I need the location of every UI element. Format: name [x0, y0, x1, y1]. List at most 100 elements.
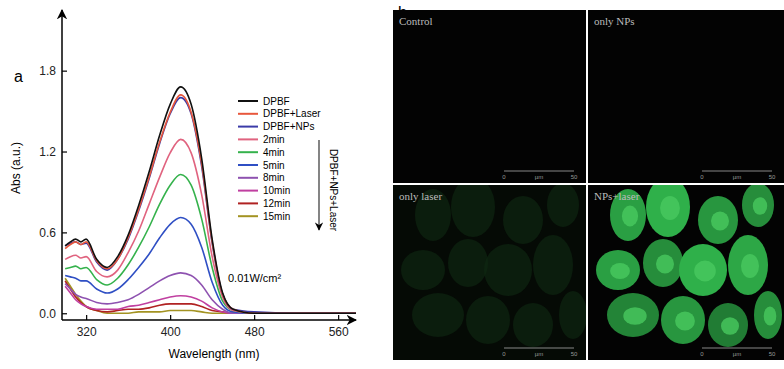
- y-axis-line: [61, 10, 63, 320]
- cell-nucleus: [610, 263, 630, 279]
- cell-nucleus: [753, 197, 767, 215]
- scale-bar-label: 50: [769, 174, 776, 180]
- cell: [607, 293, 659, 337]
- x-tick-label: 320: [77, 325, 97, 339]
- legend-swatch: [238, 100, 258, 102]
- cell: [484, 244, 532, 296]
- legend-label: 12min: [263, 198, 290, 209]
- y-tick: 0.6: [39, 226, 67, 240]
- cell: [451, 185, 495, 237]
- legend: DPBFDPBF+LaserDPBF+NPs2min4min5min8min10…: [238, 96, 321, 222]
- annotation: DPBF+NPs+Laser: [328, 149, 339, 232]
- y-tick: 1.2: [39, 145, 67, 159]
- cells: [596, 185, 782, 347]
- y-tick-label: 0.6: [39, 226, 56, 240]
- y-axis: 0.0 0.6 1.2 1.8: [39, 10, 67, 321]
- y-axis-title: Abs (a.u.): [9, 142, 23, 194]
- y-tick-label: 1.2: [39, 145, 56, 159]
- cell-nucleus: [675, 311, 695, 330]
- plot-lines: [65, 87, 356, 313]
- spectrum-line: [65, 286, 356, 313]
- spectrum-line: [65, 98, 356, 314]
- cell-nucleus: [764, 306, 777, 325]
- cell-nucleus: [711, 211, 729, 230]
- scale-bar: [504, 348, 574, 349]
- x-axis-title: Wavelength (nm): [169, 347, 260, 361]
- legend-swatch: [238, 138, 258, 140]
- scale-bar: [702, 348, 772, 349]
- legend-label: 10min: [263, 185, 290, 196]
- cell: [596, 250, 640, 290]
- y-tick: 0.0: [39, 307, 67, 321]
- y-tick-mark: [62, 232, 67, 233]
- spectrum-line: [65, 278, 356, 313]
- cell: [401, 250, 445, 290]
- cell: [547, 185, 579, 227]
- cell: [513, 303, 553, 347]
- cell: [466, 296, 510, 344]
- y-tick-label: 0.0: [39, 307, 56, 321]
- micrograph-background: [393, 10, 586, 183]
- scale-bar: [504, 171, 574, 172]
- micrograph-label: only NPs: [594, 15, 635, 27]
- cell: [754, 291, 782, 339]
- spectrum-line: [65, 87, 356, 313]
- legend-swatch: [238, 190, 258, 192]
- x-tick: 480: [245, 315, 265, 339]
- scale-bar-label: µm: [535, 174, 543, 180]
- cell: [708, 303, 748, 347]
- cell: [742, 185, 774, 227]
- scale-bar-label: 50: [769, 351, 776, 357]
- x-tick: 400: [161, 315, 181, 339]
- legend-swatch: [238, 215, 258, 217]
- x-tick-mark: [86, 315, 87, 320]
- cell: [646, 185, 690, 237]
- cell-nucleus: [622, 206, 638, 227]
- legend-label: 4min: [263, 147, 285, 158]
- cell-nucleus: [656, 254, 674, 273]
- x-tick-label: 480: [245, 325, 265, 339]
- cell-nucleus: [660, 196, 680, 220]
- y-tick-label: 1.8: [39, 64, 56, 78]
- scale-bar-label: 0: [700, 174, 704, 180]
- legend-label: 5min: [263, 160, 285, 171]
- cell-nucleus: [694, 261, 716, 282]
- micrograph-background: [588, 10, 784, 183]
- micrograph: only laser 0 µm 50: [393, 177, 587, 360]
- scale-bar-label: µm: [733, 351, 741, 357]
- legend-label: 15min: [263, 211, 290, 222]
- micrograph: only NPs0µm50: [588, 10, 784, 183]
- cells: [401, 185, 586, 347]
- y-tick-mark: [62, 151, 67, 152]
- cell: [503, 196, 543, 244]
- x-tick-mark: [170, 315, 171, 320]
- legend-label: 2min: [263, 134, 285, 145]
- legend-swatch: [238, 151, 258, 153]
- cell: [728, 235, 768, 295]
- legend-label: 8min: [263, 172, 285, 183]
- cell: [643, 239, 683, 287]
- cell-nucleus: [741, 254, 759, 278]
- micrograph-label: only laser: [399, 190, 442, 202]
- scale-bar-label: 0: [502, 351, 506, 357]
- legend-swatch: [238, 202, 258, 204]
- cell: [448, 239, 488, 287]
- x-tick-mark: [254, 315, 255, 320]
- legend-label: DPBF: [263, 96, 290, 107]
- x-tick-label: 560: [329, 325, 349, 339]
- y-tick-mark: [62, 313, 67, 314]
- y-tick-mark: [62, 71, 67, 72]
- cell: [533, 235, 573, 295]
- cell: [698, 196, 738, 244]
- cell: [559, 291, 586, 339]
- cell: [412, 293, 464, 337]
- legend-swatch: [238, 177, 258, 179]
- scale-bar-label: µm: [535, 351, 543, 357]
- annotation: 0.01W/cm²: [228, 272, 282, 284]
- x-tick-mark: [338, 315, 339, 320]
- cell-nucleus: [721, 317, 739, 335]
- scale-bar-label: 50: [571, 351, 578, 357]
- y-tick: 1.8: [39, 64, 67, 78]
- micrograph-label: NPs+laser: [594, 190, 640, 202]
- x-axis: 320 400 480 560: [62, 315, 356, 339]
